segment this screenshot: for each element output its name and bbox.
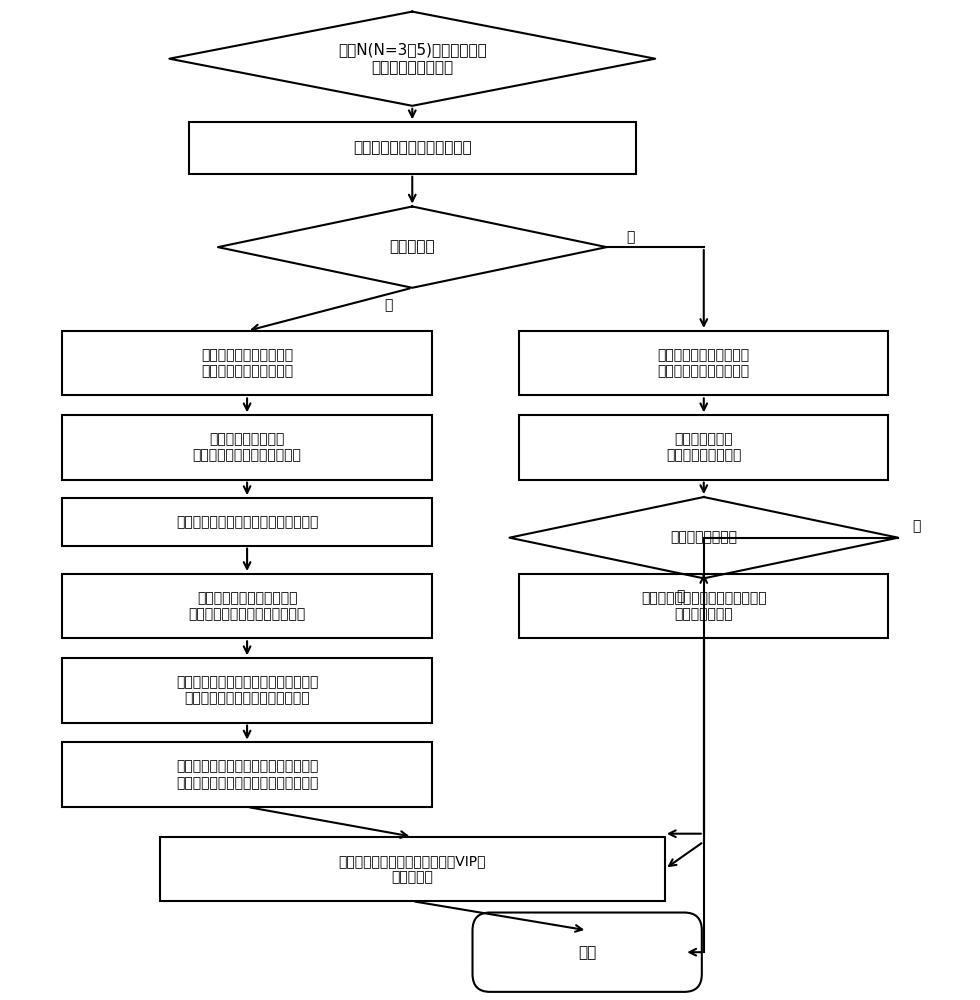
Text: 根据负载均衡策略选择一个
非主调度节点作为候选管控节点: 根据负载均衡策略选择一个 非主调度节点作为候选管控节点 (188, 591, 306, 621)
Text: 等待其他管控节点标识为非主调度节点: 等待其他管控节点标识为非主调度节点 (175, 515, 318, 529)
Text: 启动主备切换控制器
将本节点设置为候选管控节点: 启动主备切换控制器 将本节点设置为候选管控节点 (193, 432, 302, 463)
Text: 是: 是 (384, 299, 393, 313)
FancyBboxPatch shape (472, 913, 702, 992)
FancyBboxPatch shape (63, 574, 432, 638)
FancyBboxPatch shape (519, 331, 889, 395)
Text: 主调度节点选举器开始自选举: 主调度节点选举器开始自选举 (353, 140, 471, 155)
Text: 选举成功？: 选举成功？ (389, 240, 435, 255)
FancyBboxPatch shape (63, 658, 432, 723)
Text: 激活调度器和控制管理器
标识本节点为主调度节点: 激活调度器和控制管理器 标识本节点为主调度节点 (201, 348, 293, 378)
Polygon shape (218, 206, 607, 288)
Text: 否: 否 (626, 230, 634, 244)
Text: 部署N(N=3或5)个管控节点实
例或主调度节点失效: 部署N(N=3或5)个管控节点实 例或主调度节点失效 (338, 43, 487, 75)
Text: 结束: 结束 (578, 945, 596, 960)
Text: 停止调度器和控制管理器
标识本节点为非调度节点: 停止调度器和控制管理器 标识本节点为非调度节点 (658, 348, 750, 378)
FancyBboxPatch shape (189, 122, 636, 174)
FancyBboxPatch shape (519, 415, 889, 480)
Text: 设置两个候选管控节点的切换控制器策
略，启动切换控制器，监控切换控制器: 设置两个候选管控节点的切换控制器策 略，启动切换控制器，监控切换控制器 (175, 760, 318, 790)
FancyBboxPatch shape (63, 742, 432, 807)
Text: 否: 否 (912, 519, 921, 533)
FancyBboxPatch shape (519, 574, 889, 638)
Polygon shape (170, 12, 656, 106)
FancyBboxPatch shape (63, 415, 432, 480)
FancyBboxPatch shape (160, 837, 664, 901)
Polygon shape (510, 497, 898, 578)
Text: 是: 是 (676, 589, 684, 603)
Text: 被选作候选节点？: 被选作候选节点？ (670, 531, 737, 545)
Text: 等待调度节点对
候选管控节点的选择: 等待调度节点对 候选管控节点的选择 (666, 432, 742, 463)
Text: 根据负载均衡策略在本节点和另一候选
管控节点中选一个作为主管控节点: 根据负载均衡策略在本节点和另一候选 管控节点中选一个作为主管控节点 (175, 675, 318, 706)
FancyBboxPatch shape (63, 331, 432, 395)
FancyBboxPatch shape (63, 498, 432, 546)
Text: 切换控制器控制对管理北向接口VIP的
绑定和监控: 切换控制器控制对管理北向接口VIP的 绑定和监控 (338, 854, 486, 884)
Text: 等待主调度节点设置切换控制器，
监控切换控制器: 等待主调度节点设置切换控制器， 监控切换控制器 (641, 591, 766, 621)
